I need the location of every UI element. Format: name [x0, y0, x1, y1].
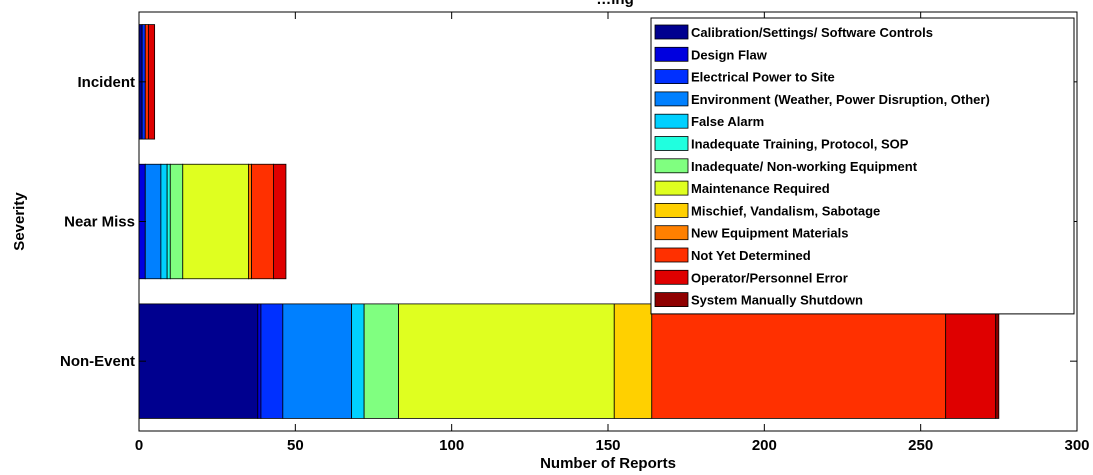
- bar-segment: [260, 303, 284, 419]
- y-category-label: Incident: [77, 74, 135, 91]
- x-tick-label: 50: [287, 437, 304, 454]
- legend-swatch: [654, 247, 689, 263]
- legend: Calibration/Settings/ Software Controls D…: [650, 17, 1075, 315]
- x-axis-title: Number of Reports: [540, 455, 676, 472]
- legend-label: New Equipment Materials: [691, 226, 848, 241]
- ticks-layer: 0 50 100 150 200 250 300 Incident Near Miss Non-E…: [60, 12, 1090, 454]
- legend-swatch: [654, 91, 689, 107]
- bar-segment: [251, 163, 274, 280]
- x-tick-label: 250: [908, 437, 933, 454]
- legend-swatch: [654, 202, 689, 218]
- bar-segment: [182, 163, 249, 280]
- x-tick-label: 150: [595, 437, 620, 454]
- bar-segment: [273, 163, 287, 280]
- x-tick-label: 0: [135, 437, 143, 454]
- bar-segment: [651, 303, 947, 419]
- legend-label: Design Flaw: [691, 47, 768, 62]
- legend-label: Inadequate/ Non-working Equipment: [691, 159, 918, 174]
- legend-label: Environment (Weather, Power Disruption, …: [691, 92, 990, 107]
- bar-segment: [144, 163, 162, 280]
- legend-box: [650, 17, 1075, 315]
- bar-segment: [995, 303, 1000, 419]
- legend-label: Operator/Personnel Error: [691, 270, 848, 285]
- legend-swatch: [654, 225, 689, 241]
- legend-label: Maintenance Required: [691, 181, 830, 196]
- bar-segment: [945, 303, 997, 419]
- bar-segment: [363, 303, 399, 419]
- y-category-label: Near Miss: [64, 214, 135, 231]
- bar-segment: [257, 303, 262, 419]
- legend-label: False Alarm: [691, 114, 764, 129]
- legend-swatch: [654, 46, 689, 62]
- legend-swatch: [654, 24, 689, 40]
- bar-segment: [398, 303, 615, 419]
- y-axis-title: Severity: [11, 192, 28, 251]
- x-tick-label: 100: [439, 437, 464, 454]
- legend-label: Electrical Power to Site: [691, 70, 835, 85]
- legend-swatch: [654, 269, 689, 285]
- legend-swatch: [654, 180, 689, 196]
- x-tick-label: 200: [752, 437, 777, 454]
- legend-swatch: [654, 292, 689, 308]
- legend-label: Mischief, Vandalism, Sabotage: [691, 203, 880, 218]
- y-category-label: Non-Event: [60, 353, 135, 370]
- bar-segment: [147, 24, 156, 140]
- legend-swatch: [654, 158, 689, 174]
- bars-layer: [138, 24, 1000, 419]
- bar-segment: [248, 163, 252, 280]
- bar-segment: [160, 163, 168, 280]
- legend-label: Inadequate Training, Protocol, SOP: [691, 137, 909, 152]
- bar-segment: [351, 303, 365, 419]
- legend-swatch: [654, 113, 689, 129]
- bar-segment: [138, 303, 259, 419]
- x-tick-label: 300: [1064, 437, 1089, 454]
- bar-segment: [613, 303, 653, 419]
- legend-label: System Manually Shutdown: [691, 293, 863, 308]
- bar-segment: [166, 163, 171, 280]
- bar-segment: [169, 163, 184, 280]
- legend-swatch: [654, 69, 689, 84]
- legend-label: Calibration/Settings/ Software Controls: [691, 25, 933, 40]
- bar-segment: [282, 303, 353, 419]
- legend-swatch: [654, 136, 689, 151]
- chart-title: …ing: [596, 0, 634, 8]
- legend-label: Not Yet Determined: [691, 248, 811, 263]
